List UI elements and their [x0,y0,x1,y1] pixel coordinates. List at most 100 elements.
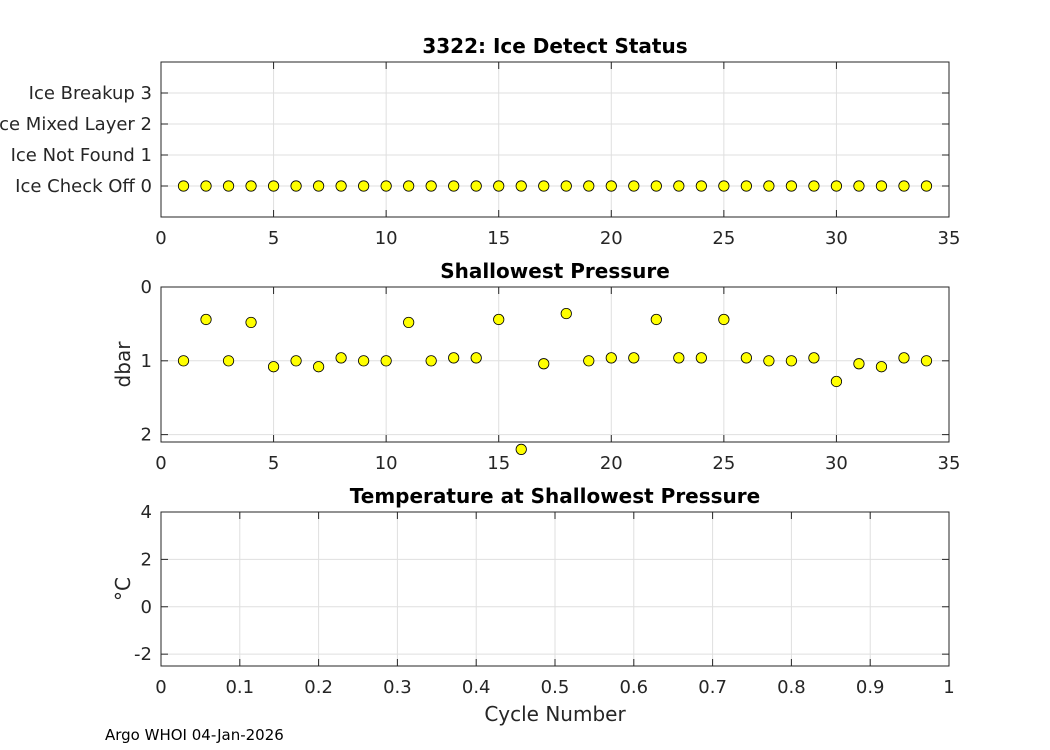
data-point [763,180,775,192]
y-axis-label: dbar [111,341,135,388]
plot-area [161,62,949,217]
data-point [222,355,235,367]
data-point [875,180,888,192]
y-tick-label: 2 [141,549,152,570]
data-point [673,352,685,364]
data-point [740,352,752,364]
data-point [583,180,595,192]
data-point [448,180,460,192]
data-point [470,180,482,192]
chart-title: 3322: Ice Detect Status [422,34,687,58]
x-tick-label: 10 [375,228,398,249]
x-tick-label: 15 [487,228,510,249]
data-point [177,180,190,192]
data-point [853,180,865,192]
data-point [425,355,437,367]
data-point [312,361,325,373]
data-point [425,180,437,192]
x-tick-label: 20 [600,453,623,474]
data-point [403,316,415,329]
data-point [830,180,843,192]
data-point [290,355,302,367]
axes-box [160,61,950,218]
chart-title: Temperature at Shallowest Pressure [350,484,760,508]
panel-pres: 0 5 10 15 20 25 30 35 0 1 2 Shallowest Pressure dbar [111,259,960,474]
x-tick-label: 0 [155,453,166,474]
data-point [605,180,617,192]
data-point [785,355,798,367]
x-tick-label: 0.2 [304,677,333,698]
data-point [538,180,550,192]
data-point [335,352,347,364]
data-point [650,180,662,192]
data-point [853,358,865,370]
x-tick-label: 25 [712,228,735,249]
data-point [628,352,640,364]
x-tick-label: 1 [943,677,954,698]
x-tick-label: 0.9 [856,677,885,698]
data-point [335,180,347,192]
data-point [358,180,370,192]
data-point [740,180,752,192]
data-point [245,180,257,192]
footer-text: Argo WHOI 04-Jan-2026 [105,726,284,744]
x-tick-label: 0 [155,677,166,698]
data-point [875,361,888,373]
x-tick-label: 0.3 [383,677,412,698]
data-point [695,352,707,364]
x-tick-label: 10 [375,453,398,474]
plot-area [161,287,949,442]
data-point [200,313,212,326]
data-point [785,180,798,192]
data-point [515,443,527,455]
data-point [493,180,505,192]
x-tick-label: 25 [712,453,735,474]
x-tick-label: 0.1 [225,677,254,698]
data-point [560,307,572,320]
data-point [177,355,190,367]
data-point [808,180,820,192]
x-tick-label: 0.7 [698,677,727,698]
data-point [650,313,662,326]
y-tick-label: Ice Check Off 0 [15,176,152,197]
y-tick-label: 0 [141,597,152,618]
y-tick-label: Ice Breakup 3 [29,83,152,104]
data-point [583,355,595,367]
x-tick-label: 20 [600,228,623,249]
data-point [222,180,235,192]
panel-temp: 0 0.1 0.2 0.3 0.4 0.5 0.6 0.7 0.8 0.9 1-2024Temper… [111,484,955,726]
data-point [470,352,482,364]
data-point [830,375,843,388]
y-tick-label: 1 [141,351,152,372]
axes-box [160,286,950,443]
data-point [538,358,550,370]
data-point [763,355,775,367]
x-tick-label: 35 [938,453,961,474]
x-tick-label: 0 [155,228,166,249]
x-tick-label: 0.4 [462,677,491,698]
data-point [267,361,280,373]
data-point [560,180,572,192]
data-point [605,352,617,364]
data-point [358,355,370,367]
axes-box [160,511,950,667]
data-point [673,180,685,192]
x-tick-label: 5 [268,453,279,474]
x-tick-label: 5 [268,228,279,249]
y-tick-label: -2 [134,644,152,665]
y-tick-label: Ice Not Found 1 [11,145,152,166]
data-point [515,180,527,192]
x-axis-label: Cycle Number [484,702,626,726]
data-point [380,180,392,192]
y-tick-label: 4 [141,502,152,523]
data-point [380,355,392,367]
data-point [245,316,257,329]
data-point [718,180,730,192]
data-point [312,180,325,192]
data-point [200,180,212,192]
y-tick-label: 0 [141,277,152,298]
data-point [448,352,460,364]
y-axis-label: °C [111,577,135,601]
x-tick-label: 15 [487,453,510,474]
